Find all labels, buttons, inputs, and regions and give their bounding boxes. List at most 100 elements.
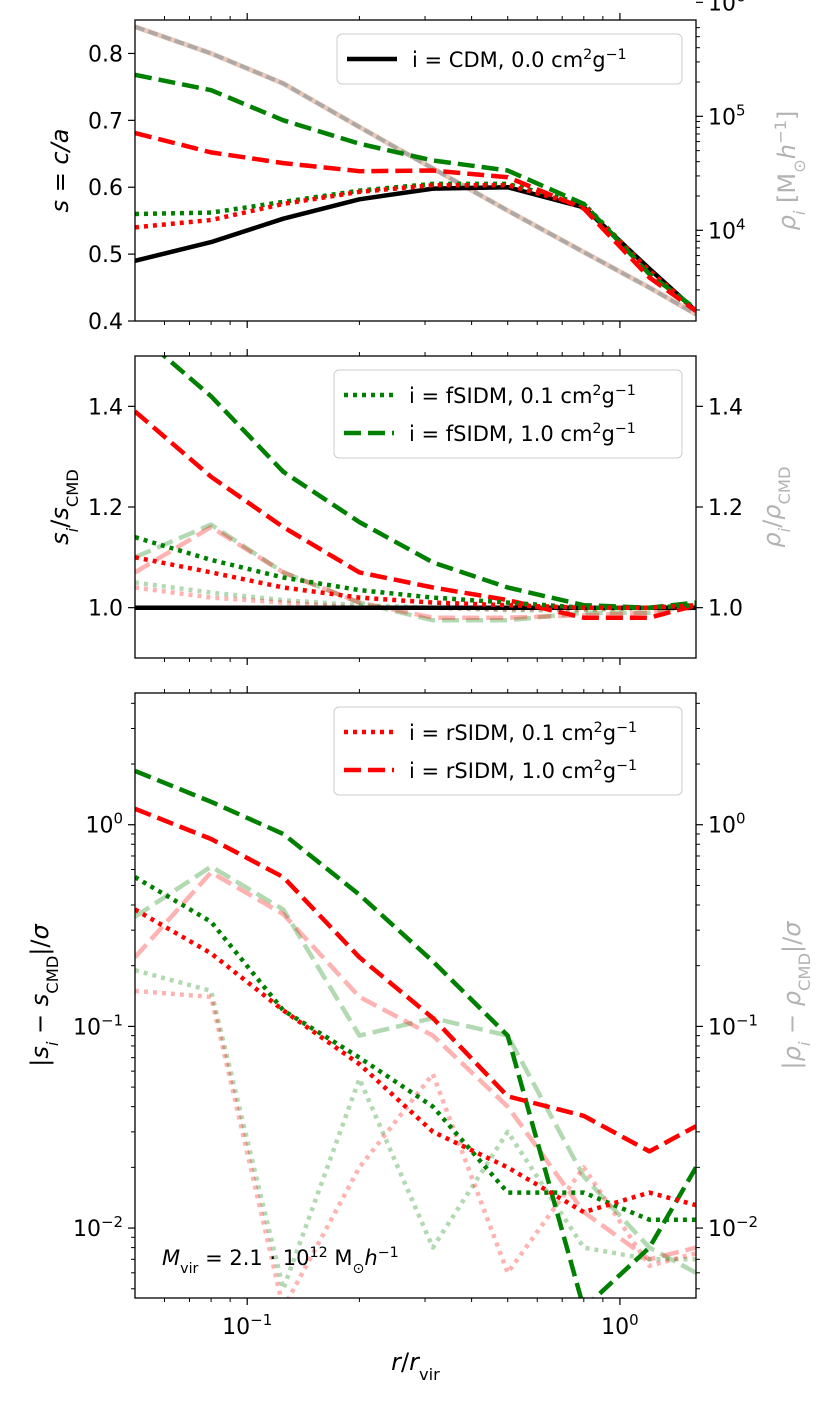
y-tick-label: 0.4: [88, 310, 123, 335]
text-part: h: [364, 1246, 377, 1270]
text-part: 10: [73, 1217, 101, 1242]
y2-tick-label: 100: [708, 810, 746, 839]
series-line: [135, 870, 696, 1262]
superscript: 0: [736, 810, 746, 828]
y2-tick-label: 1.2: [708, 496, 743, 521]
text-part: 10: [601, 1315, 629, 1340]
x-axis-label: r/rvir: [391, 1348, 440, 1384]
y2-axis-label: |ρi − ρCMD|/σ: [778, 921, 814, 1070]
text-part: [M: [773, 173, 801, 211]
subscript: ⊙: [352, 1261, 364, 1277]
panel-middle: 1.0 1.01.2 1.21.4 1.4i = fSIDM, 0.1 cm2g−1i…: [46, 349, 794, 665]
series-line: [135, 555, 696, 610]
series-line: [135, 409, 696, 620]
superscript: 0: [629, 1311, 639, 1329]
legend-label: i = fSIDM, 1.0 cm2g−1: [409, 421, 636, 446]
y-axis-label: |si − sCMD|/σ: [26, 923, 62, 1066]
series-line: [135, 875, 696, 1222]
text-part: 10: [222, 1315, 250, 1340]
subscript: CMD: [63, 469, 82, 507]
y-tick-label: 10−2: [73, 1213, 123, 1242]
y-tick-label: 1.0: [88, 597, 123, 622]
y2-axis-label: ρi/ρCMD: [758, 466, 794, 547]
text-part: |/: [26, 939, 54, 956]
y-tick-label: 100: [85, 810, 123, 839]
text-part: 10: [708, 1015, 736, 1040]
series-group: [135, 768, 696, 1298]
text-part: s: [26, 1046, 54, 1059]
superscript: −1: [378, 1245, 399, 1261]
superscript: 0: [113, 810, 123, 828]
text-part: 10: [73, 1015, 101, 1040]
subscript: ⊙: [790, 159, 809, 173]
series-line: [135, 72, 696, 311]
y-tick-label: 10−1: [73, 1011, 123, 1040]
legend-exp: 2: [592, 383, 601, 399]
text-part: 10: [708, 1217, 736, 1242]
superscript: −2: [736, 1213, 758, 1231]
legend-text-unit: g: [602, 422, 615, 446]
text-part: s: [46, 507, 74, 520]
y-axis-label: s = c/a: [46, 129, 74, 213]
y2-tick-label: 10−1: [708, 1011, 758, 1040]
series-line: [135, 130, 696, 313]
y-axis-label: si/sCMD: [46, 469, 82, 545]
series-line: [135, 907, 696, 1215]
subscript: vir: [419, 1365, 440, 1384]
text-part: ρ: [758, 504, 786, 519]
legend-exp: −1: [616, 720, 637, 736]
x-tick-label: 10−1: [222, 1311, 272, 1340]
y-tick-label: 1.2: [88, 496, 123, 521]
legend-box: [333, 369, 683, 459]
y-tick-label: 0.8: [88, 42, 123, 67]
subscript: i: [775, 527, 794, 532]
legend-exp: −1: [616, 758, 637, 774]
subscript: i: [63, 527, 82, 532]
legend-text-main: i = fSIDM, 0.1 cm: [409, 384, 592, 408]
subscript: CMD: [795, 953, 814, 991]
text-part: ]: [773, 111, 801, 120]
text-part: 10: [708, 105, 736, 130]
series-line: [135, 181, 696, 313]
subscript: CMD: [43, 956, 62, 994]
series-line: [135, 864, 696, 1275]
legend-label: i = CDM, 0.0 cm2g−1: [412, 47, 627, 72]
text-part: /: [46, 519, 74, 528]
text-part: = 2.1 · 10: [198, 1246, 309, 1270]
legend-label: i = fSIDM, 0.1 cm2g−1: [409, 383, 636, 408]
text-part: ρ: [778, 1046, 806, 1061]
text-part: s: [46, 532, 74, 545]
legend-text-unit: g: [592, 48, 605, 72]
text-part: 10: [85, 814, 113, 839]
text-part: =: [46, 165, 74, 200]
legend-text-unit: g: [602, 384, 615, 408]
legend-exp: −1: [615, 383, 636, 399]
y2-tick-label: 1.4: [708, 395, 743, 420]
series-line: [135, 184, 696, 313]
y2-tick-label: 104: [708, 215, 746, 244]
text-part: c/a: [46, 129, 74, 165]
legend-text-main: i = fSIDM, 1.0 cm: [409, 422, 592, 446]
legend-exp: 2: [592, 421, 601, 437]
text-part: ρ: [778, 991, 806, 1006]
text-part: −: [26, 1006, 54, 1041]
legend-text-unit: g: [603, 759, 616, 783]
series-line: [135, 968, 696, 1292]
text-part: −: [778, 1006, 806, 1041]
superscript: 6: [736, 0, 746, 5]
legend-exp: 2: [594, 758, 603, 774]
series-line: [135, 522, 696, 623]
y-tick-label: 1.4: [88, 395, 123, 420]
mass-annotation: Mvir = 2.1 · 1012 M⊙h−1: [162, 1245, 399, 1277]
legend-text-unit: g: [603, 721, 616, 745]
series-group: [135, 356, 696, 623]
text-part: s: [26, 994, 54, 1007]
subscript: i: [43, 1041, 62, 1046]
text-part: |: [778, 1061, 806, 1069]
series-line: [135, 182, 696, 313]
text-part: ρ: [758, 532, 786, 547]
legend-label: i = rSIDM, 1.0 cm2g−1: [409, 758, 637, 783]
text-part: s: [46, 200, 74, 213]
text-part: r: [409, 1348, 421, 1376]
